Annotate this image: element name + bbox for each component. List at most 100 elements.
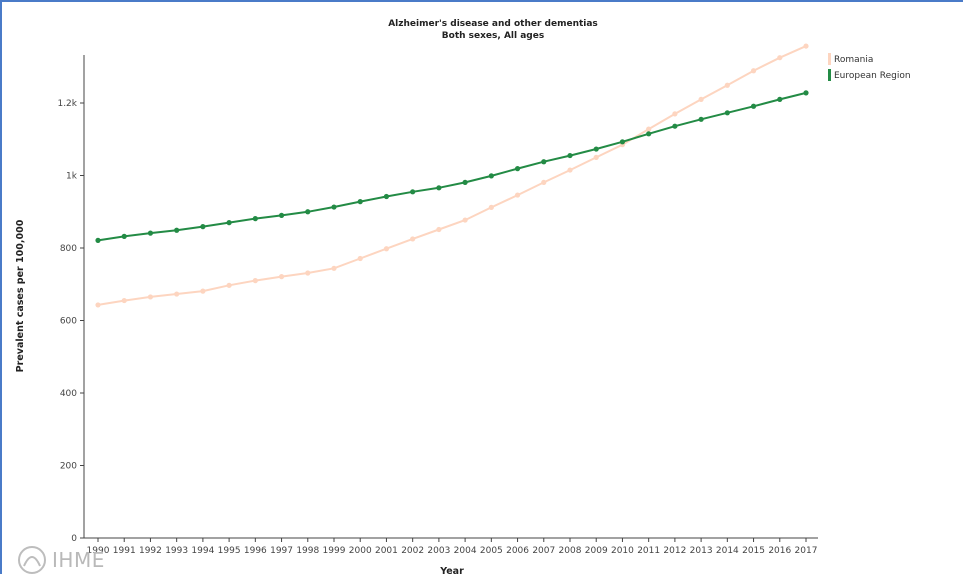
ihme-logo: IHME: [18, 546, 105, 574]
y-tick-label: 0: [71, 534, 77, 544]
x-tick-label: 2001: [375, 546, 398, 556]
y-tick-label: 400: [60, 389, 77, 399]
x-tick-label: 2003: [427, 546, 450, 556]
x-tick-label: 1996: [244, 546, 267, 556]
legend-swatch-romania: [828, 53, 831, 65]
x-tick-label: 1994: [191, 546, 214, 556]
data-point-romania[interactable]: [593, 154, 599, 160]
data-point-european-region[interactable]: [672, 123, 678, 129]
data-point-european-region[interactable]: [147, 230, 154, 236]
data-point-romania[interactable]: [436, 226, 442, 233]
ihme-logo-text: IHME: [52, 548, 105, 572]
data-point-romania[interactable]: [383, 246, 390, 252]
x-tick-label: 2012: [663, 546, 686, 556]
data-point-romania[interactable]: [252, 278, 258, 284]
y-tick-label: 600: [60, 317, 77, 327]
data-point-romania[interactable]: [357, 255, 363, 262]
chart-title: Alzheimer's disease and other dementias: [388, 19, 598, 29]
x-tick-label: 2000: [349, 546, 372, 556]
data-point-romania[interactable]: [777, 55, 783, 61]
data-point-european-region[interactable]: [278, 212, 285, 218]
y-axis-title: Prevalent cases per 100,000: [15, 219, 26, 372]
x-tick-label: 2013: [690, 546, 713, 556]
data-point-romania[interactable]: [646, 126, 652, 132]
data-point-romania[interactable]: [488, 204, 494, 210]
data-point-european-region[interactable]: [514, 166, 521, 172]
y-tick-label: 200: [60, 462, 77, 472]
data-point-european-region[interactable]: [357, 199, 363, 205]
data-point-european-region[interactable]: [121, 233, 127, 239]
data-point-european-region[interactable]: [724, 110, 730, 116]
x-tick-label: 1998: [296, 546, 319, 556]
x-tick-label: 1997: [270, 546, 293, 556]
x-tick-label: 2010: [611, 546, 634, 556]
data-point-european-region[interactable]: [226, 220, 232, 226]
data-point-european-region[interactable]: [331, 204, 337, 210]
data-point-european-region[interactable]: [200, 224, 206, 230]
x-tick-label: 2008: [559, 546, 582, 556]
legend-swatch-european-region: [828, 69, 831, 81]
data-point-romania[interactable]: [174, 291, 180, 297]
x-tick-label: 2015: [742, 546, 765, 556]
data-point-romania[interactable]: [698, 96, 704, 102]
data-point-european-region[interactable]: [462, 179, 468, 185]
data-point-european-region[interactable]: [410, 189, 416, 195]
data-point-european-region[interactable]: [750, 103, 757, 109]
data-point-european-region[interactable]: [436, 185, 442, 191]
data-point-european-region[interactable]: [698, 116, 704, 122]
x-tick-label: 1995: [218, 546, 241, 556]
data-point-romania[interactable]: [462, 217, 468, 223]
data-point-romania[interactable]: [410, 236, 416, 242]
data-point-european-region[interactable]: [488, 173, 494, 179]
data-point-romania[interactable]: [803, 43, 809, 49]
x-tick-label: 2002: [401, 546, 424, 556]
x-tick-label: 2007: [532, 546, 555, 556]
y-tick-label: 1.2k: [57, 99, 77, 109]
data-point-european-region[interactable]: [383, 193, 390, 200]
data-point-romania[interactable]: [672, 111, 678, 117]
data-point-romania[interactable]: [724, 82, 730, 88]
x-tick-label: 2004: [454, 546, 477, 556]
data-point-romania[interactable]: [147, 294, 154, 300]
x-tick-label: 2011: [637, 546, 660, 556]
ihme-logo-icon: [18, 546, 46, 574]
data-point-romania[interactable]: [567, 167, 573, 173]
data-point-european-region[interactable]: [777, 96, 783, 102]
x-tick-label: 2009: [585, 546, 608, 556]
data-point-romania[interactable]: [541, 179, 547, 185]
data-point-romania[interactable]: [200, 288, 206, 294]
data-point-romania[interactable]: [750, 68, 757, 74]
data-point-european-region[interactable]: [567, 152, 573, 159]
data-point-romania[interactable]: [226, 282, 232, 288]
y-tick-label: 800: [60, 244, 77, 254]
series-line-romania: [97, 45, 807, 306]
x-tick-label: 2005: [480, 546, 503, 556]
data-point-european-region[interactable]: [541, 159, 547, 165]
data-point-european-region[interactable]: [619, 139, 626, 145]
x-axis-title: Year: [439, 566, 464, 576]
x-tick-label: 2017: [795, 546, 818, 556]
data-point-european-region[interactable]: [305, 209, 311, 215]
x-tick-label: 2016: [768, 546, 791, 556]
x-tick-label: 1999: [323, 546, 346, 556]
legend-label-romania[interactable]: Romania: [834, 55, 873, 65]
x-tick-label: 2006: [506, 546, 529, 556]
data-point-european-region[interactable]: [252, 216, 258, 222]
data-point-european-region[interactable]: [174, 227, 180, 233]
data-point-romania[interactable]: [331, 265, 337, 271]
data-point-romania[interactable]: [278, 274, 285, 280]
legend-label-european-region[interactable]: European Region: [834, 71, 911, 81]
data-point-european-region[interactable]: [646, 131, 652, 137]
x-tick-label: 1990: [87, 546, 110, 556]
data-point-european-region[interactable]: [593, 146, 599, 152]
chart-subtitle: Both sexes, All ages: [442, 31, 544, 41]
data-point-european-region[interactable]: [803, 90, 809, 96]
data-point-romania[interactable]: [514, 192, 521, 198]
data-point-european-region[interactable]: [95, 237, 101, 243]
y-tick-label: 1k: [66, 172, 78, 182]
data-point-romania[interactable]: [305, 270, 311, 276]
data-point-romania[interactable]: [121, 297, 127, 304]
data-point-romania[interactable]: [95, 302, 101, 308]
